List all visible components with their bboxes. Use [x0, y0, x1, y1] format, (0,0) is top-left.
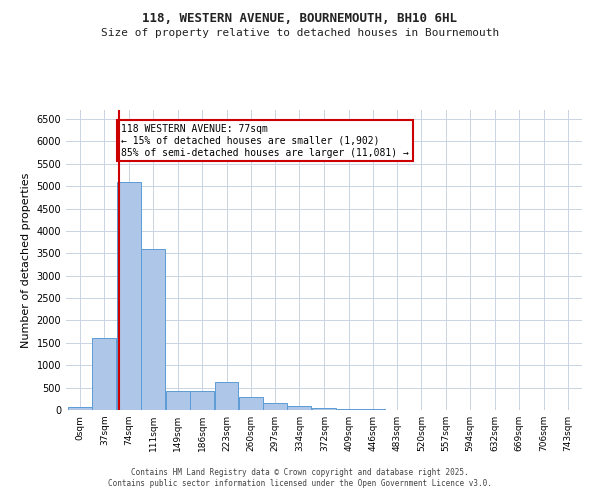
Bar	[68, 407, 92, 410]
Bar	[263, 403, 287, 410]
Bar	[337, 408, 361, 410]
Bar	[141, 249, 165, 410]
Bar	[287, 406, 311, 410]
Y-axis label: Number of detached properties: Number of detached properties	[21, 172, 31, 348]
Bar	[92, 338, 116, 410]
Bar	[190, 391, 214, 410]
Text: 118 WESTERN AVENUE: 77sqm
← 15% of detached houses are smaller (1,902)
85% of se: 118 WESTERN AVENUE: 77sqm ← 15% of detac…	[121, 124, 409, 158]
Bar	[215, 382, 238, 410]
Text: Contains HM Land Registry data © Crown copyright and database right 2025.
Contai: Contains HM Land Registry data © Crown c…	[108, 468, 492, 487]
Bar	[117, 182, 140, 410]
Text: 118, WESTERN AVENUE, BOURNEMOUTH, BH10 6HL: 118, WESTERN AVENUE, BOURNEMOUTH, BH10 6…	[143, 12, 458, 26]
Bar	[313, 408, 337, 410]
Text: Size of property relative to detached houses in Bournemouth: Size of property relative to detached ho…	[101, 28, 499, 38]
Bar	[166, 391, 190, 410]
Bar	[239, 398, 263, 410]
